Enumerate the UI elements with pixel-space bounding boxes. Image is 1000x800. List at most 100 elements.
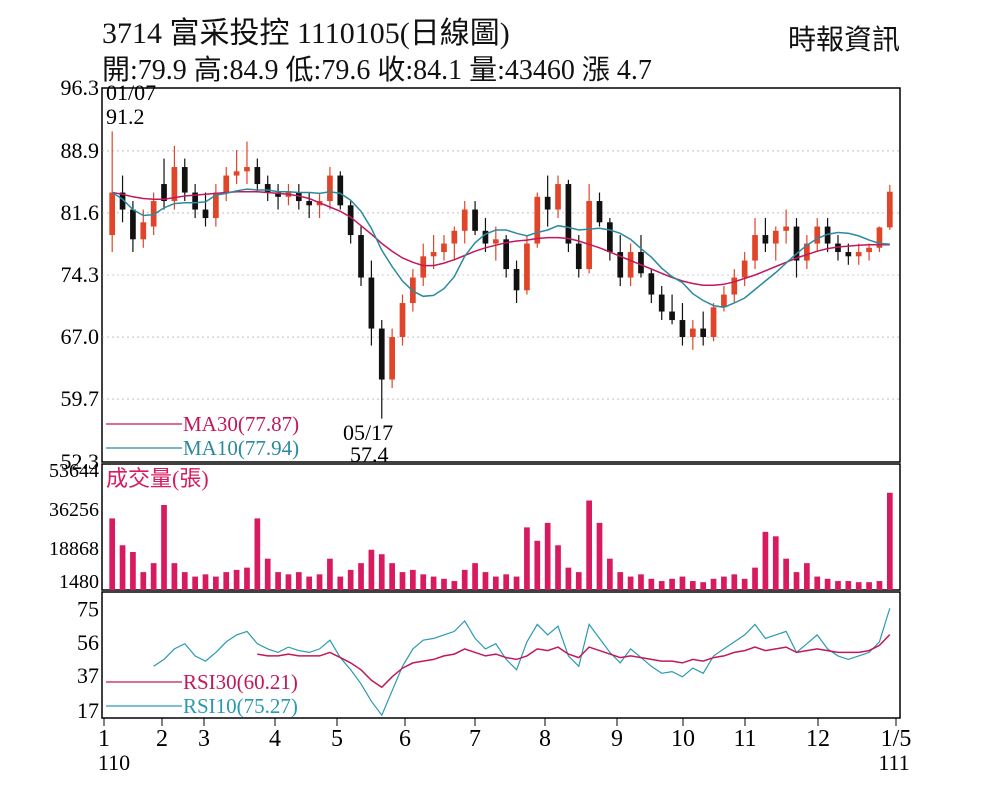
price-tick-label: 96.3 (61, 75, 100, 100)
candle-body (607, 222, 613, 253)
ma30-legend-label: MA30(77.87) (183, 412, 299, 436)
quote-summary: 開:79.9 高:84.9 低:79.6 收:84.1 量:43460 漲 4.… (102, 55, 652, 86)
candle-body (752, 235, 758, 261)
volume-bar (783, 558, 789, 590)
candle-body (171, 167, 178, 202)
volume-bar (295, 572, 302, 590)
volume-bar (586, 500, 592, 590)
candle-body (772, 230, 779, 244)
candle-body (793, 226, 800, 261)
high-date-label: 01/07 (106, 80, 156, 105)
price-tick-label: 52.3 (61, 449, 100, 474)
volume-bar (399, 572, 406, 590)
volume-bar (441, 578, 447, 590)
rsi-tick-label: 75 (77, 597, 99, 622)
volume-bar (264, 558, 271, 590)
month-tick-label: 1/5 (881, 726, 912, 752)
volume-bar (181, 572, 188, 590)
volume-bar (244, 567, 250, 590)
candle-body (264, 184, 271, 193)
month-tick-label: 3 (198, 726, 210, 752)
candle-body (223, 175, 230, 193)
ma30-line (112, 190, 890, 286)
rsi30-legend-label: RSI30(60.21) (183, 670, 298, 694)
month-tick-label: 9 (611, 726, 623, 752)
volume-bar (607, 558, 613, 590)
candle-body (762, 235, 769, 244)
high-value-label: 91.2 (106, 104, 145, 129)
candle-body (461, 209, 468, 231)
volume-bar (555, 545, 561, 590)
candle-body (679, 320, 686, 338)
volume-bar (741, 578, 748, 590)
candle-body (389, 337, 395, 380)
price-tick-label: 74.3 (61, 262, 100, 287)
rsi-axis-ticks: 75 56 37 17 (77, 597, 99, 723)
candle-body (213, 192, 219, 219)
volume-bar (420, 574, 427, 590)
volume-bar (731, 574, 738, 590)
candle-body (513, 269, 520, 291)
volume-bar (804, 563, 810, 590)
volume-bars (109, 492, 893, 590)
candle-body (306, 201, 313, 206)
volume-bar (223, 572, 230, 590)
volume-bar (378, 554, 385, 590)
volume-bar (285, 574, 292, 590)
low-date-label: 05/17 (343, 420, 393, 445)
volume-bar (855, 582, 862, 590)
candle-body (575, 243, 582, 270)
volume-bar (430, 576, 437, 590)
candle-body (648, 273, 655, 295)
candle-body (192, 192, 198, 210)
candle-body (202, 209, 209, 219)
volume-bar (161, 504, 167, 590)
candle-body (109, 192, 116, 236)
volume-bar (254, 518, 261, 590)
volume-bar (772, 536, 779, 590)
candle-body (130, 209, 136, 240)
volume-bar (389, 563, 395, 590)
candle-body (327, 175, 333, 202)
candle-body (441, 243, 447, 253)
candle-body (254, 167, 261, 185)
chart-title: 3714 富采投控 1110105(日線圖) (102, 17, 510, 50)
volume-bar (316, 574, 323, 590)
volume-bar (648, 578, 655, 590)
volume-bar (347, 569, 354, 590)
month-tick-label: 7 (469, 726, 481, 752)
volume-bar (700, 582, 707, 590)
candle-body (295, 192, 302, 202)
volume-bar (461, 569, 468, 590)
volume-bar (824, 578, 831, 590)
price-axis-ticks: 96.3 88.9 81.6 74.3 67.0 59.7 52.3 (61, 75, 900, 474)
volume-bar (472, 563, 478, 590)
volume-bar (513, 576, 520, 590)
candle-body (845, 252, 852, 257)
candle-body (399, 303, 406, 338)
month-tick-label: 11 (733, 726, 756, 752)
month-tick-label: 12 (806, 726, 830, 752)
volume-tick-label: 36256 (49, 499, 99, 521)
candle-body (503, 239, 510, 270)
volume-bar (109, 518, 116, 590)
volume-bar (213, 576, 219, 590)
volume-tick-label: 53644 (49, 460, 99, 482)
price-tick-label: 67.0 (61, 324, 100, 349)
rsi-tick-label: 56 (77, 630, 99, 655)
candle-body (804, 243, 810, 261)
candle-body (627, 252, 634, 278)
panel-frame (101, 463, 901, 591)
volume-bar (327, 558, 333, 590)
candle-body (368, 277, 375, 329)
candle-body (700, 328, 707, 338)
candle-body (814, 226, 821, 244)
volume-bar (524, 527, 530, 590)
rsi-tick-label: 17 (77, 698, 99, 723)
candle-body (555, 184, 561, 210)
rsi-legend: RSI30(60.21)RSI10(75.27) (106, 670, 298, 718)
candle-body (876, 227, 883, 248)
candle-body (824, 226, 831, 244)
